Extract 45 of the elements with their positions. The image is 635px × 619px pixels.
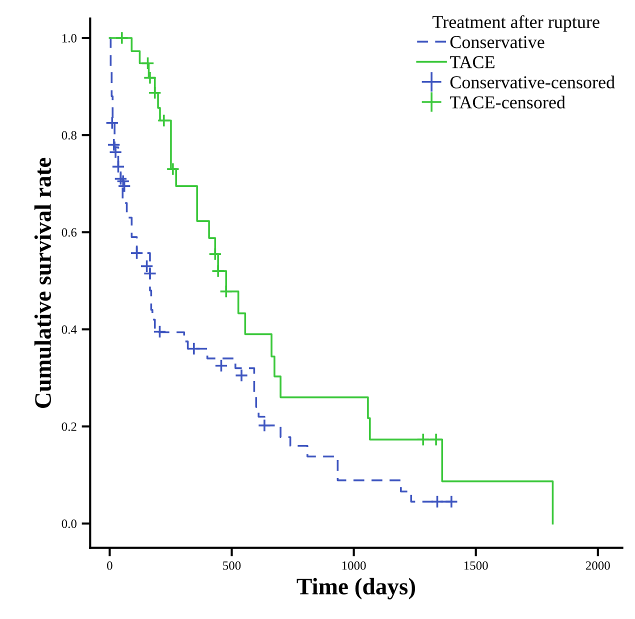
point [187, 342, 201, 356]
point [444, 494, 458, 508]
point [416, 432, 430, 446]
legend-title: Treatment after rupture [432, 15, 600, 32]
legend-label: TACE-censored [450, 96, 566, 108]
point [153, 325, 166, 338]
y-axis-title: Cumulative survival rate [34, 158, 52, 408]
point [143, 71, 157, 85]
point [115, 31, 129, 45]
point [258, 418, 272, 432]
legend-label: TACE [450, 56, 494, 68]
point [130, 246, 144, 260]
point [429, 432, 443, 446]
x-axis-title: Time (days) [296, 578, 415, 600]
point [157, 114, 171, 128]
point [107, 138, 121, 152]
x-tick-label: 500 [223, 561, 241, 570]
x-tick-label: 1500 [464, 561, 488, 570]
y-tick-label: 0.2 [62, 422, 76, 431]
point [143, 266, 157, 280]
y-tick-label: 0.4 [62, 325, 77, 334]
point [208, 247, 222, 261]
point [114, 172, 128, 186]
point [105, 116, 119, 130]
point [112, 160, 125, 174]
x-tick-label: 2000 [586, 561, 610, 570]
point [108, 145, 122, 159]
legend-label: Conservative [450, 36, 544, 48]
point [148, 86, 162, 100]
point [430, 494, 444, 508]
point [211, 264, 225, 278]
point [219, 284, 233, 298]
point [166, 162, 180, 176]
legend-label: Conservative-censored [450, 76, 615, 88]
point [214, 359, 228, 372]
point [141, 56, 154, 70]
x-tick-label: 1000 [342, 561, 366, 570]
y-tick-label: 0.8 [62, 131, 76, 140]
y-tick-label: 1.0 [62, 34, 76, 43]
y-tick-label: 0.0 [62, 520, 76, 528]
y-tick-label: 0.6 [62, 228, 77, 237]
point [118, 179, 132, 193]
point [234, 368, 248, 382]
x-tick-label: 0 [107, 561, 112, 570]
point [140, 259, 154, 273]
